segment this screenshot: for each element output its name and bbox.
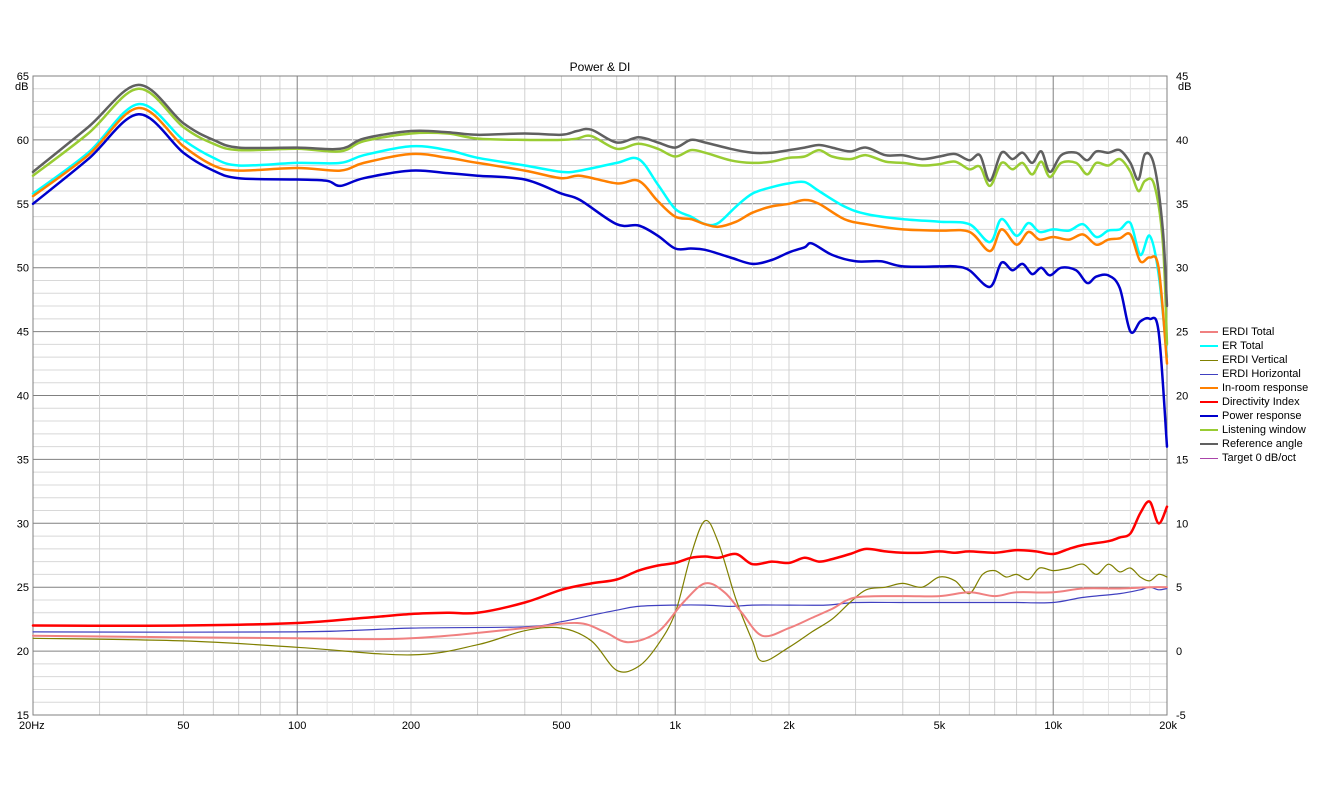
x-tick-label: 200 (402, 720, 420, 732)
legend-item: In-room response (1200, 381, 1308, 395)
y-right-tick-label: 45 (1176, 71, 1188, 83)
legend-swatch (1200, 415, 1218, 417)
series-line-listening-window (31, 87, 1169, 346)
y-left-tick-label: 35 (17, 454, 29, 466)
legend-label: Target 0 dB/oct (1222, 452, 1296, 464)
legend-swatch (1200, 387, 1218, 389)
plot-frame (32, 75, 1168, 716)
x-tick-label: 50 (177, 720, 189, 732)
legend-label: ERDI Vertical (1222, 354, 1288, 366)
series-line-er-total (31, 102, 1169, 359)
series-line-in-room-response (31, 106, 1169, 365)
y-left-tick-label: 20 (17, 646, 29, 658)
y-left-tick-label: 55 (17, 199, 29, 211)
y-right-tick-label: 40 (1176, 135, 1188, 147)
series-line-erdi-horizontal (32, 586, 1168, 633)
y-left-tick-label: 50 (17, 263, 29, 275)
legend-label: ERDI Horizontal (1222, 368, 1301, 380)
legend-swatch (1200, 345, 1218, 347)
y-left-tick-label: 45 (17, 327, 29, 339)
legend-label: Power response (1222, 410, 1302, 422)
series-line-power-response (31, 113, 1169, 448)
x-tick-label: 20Hz (19, 720, 45, 732)
y-right-tick-label: 10 (1176, 518, 1188, 530)
legend-item: ER Total (1200, 339, 1308, 353)
x-tick-label: 2k (783, 720, 795, 732)
legend-swatch (1200, 429, 1218, 431)
y-left-unit-label: dB (15, 81, 28, 93)
legend-item: Listening window (1200, 423, 1308, 437)
y-right-tick-label: 5 (1176, 582, 1182, 594)
chart-grid (32, 75, 1168, 716)
y-left-tick-label: 25 (17, 582, 29, 594)
y-right-tick-label: -5 (1176, 710, 1186, 722)
chart-series (31, 83, 1169, 673)
y-right-tick-label: 15 (1176, 454, 1188, 466)
legend-swatch (1200, 401, 1218, 403)
y-right-tick-label: 25 (1176, 327, 1188, 339)
y-right-tick-label: 30 (1176, 263, 1188, 275)
legend-label: Directivity Index (1222, 396, 1300, 408)
y-right-unit-label: dB (1178, 81, 1191, 93)
y-left-tick-label: 30 (17, 518, 29, 530)
legend-label: In-room response (1222, 382, 1309, 394)
legend-label: ERDI Total (1222, 326, 1275, 338)
x-tick-label: 1k (669, 720, 681, 732)
legend-item: Target 0 dB/oct (1200, 451, 1308, 465)
y-right-tick-label: 35 (1176, 199, 1188, 211)
legend-swatch (1200, 331, 1218, 333)
x-tick-label: 5k (934, 720, 946, 732)
legend-item: Reference angle (1200, 437, 1308, 451)
legend-label: Listening window (1222, 424, 1306, 436)
x-tick-label: 500 (552, 720, 570, 732)
chart-axes: 6560555045403530252015454035302520151050… (15, 71, 1191, 732)
legend-item: ERDI Vertical (1200, 353, 1308, 367)
series-line-directivity-index (31, 500, 1169, 627)
legend-item: ERDI Total (1200, 325, 1308, 339)
legend-label: ER Total (1222, 340, 1264, 352)
x-tick-label: 100 (288, 720, 306, 732)
chart-title: Power & DI (570, 60, 631, 74)
legend-item: ERDI Horizontal (1200, 367, 1308, 381)
legend-label: Reference angle (1222, 438, 1303, 450)
legend-swatch (1200, 443, 1218, 445)
series-line-erdi-total (32, 582, 1168, 644)
legend-swatch (1200, 373, 1218, 375)
y-left-tick-label: 15 (17, 710, 29, 722)
x-tick-label: 10k (1044, 720, 1062, 732)
legend-item: Directivity Index (1200, 395, 1308, 409)
y-left-tick-label: 65 (17, 71, 29, 83)
x-tick-label: 20k (1159, 720, 1177, 732)
legend-item: Power response (1200, 409, 1308, 423)
legend-swatch (1200, 457, 1218, 459)
series-line-erdi-vertical (32, 519, 1168, 673)
y-left-tick-label: 40 (17, 391, 29, 403)
chart-legend: ERDI Total ER Total ERDI Vertical ERDI Hori… (1200, 325, 1308, 465)
y-right-tick-label: 20 (1176, 391, 1188, 403)
series-line-reference-angle (31, 83, 1169, 308)
y-left-tick-label: 60 (17, 135, 29, 147)
legend-swatch (1200, 359, 1218, 361)
y-right-tick-label: 0 (1176, 646, 1182, 658)
